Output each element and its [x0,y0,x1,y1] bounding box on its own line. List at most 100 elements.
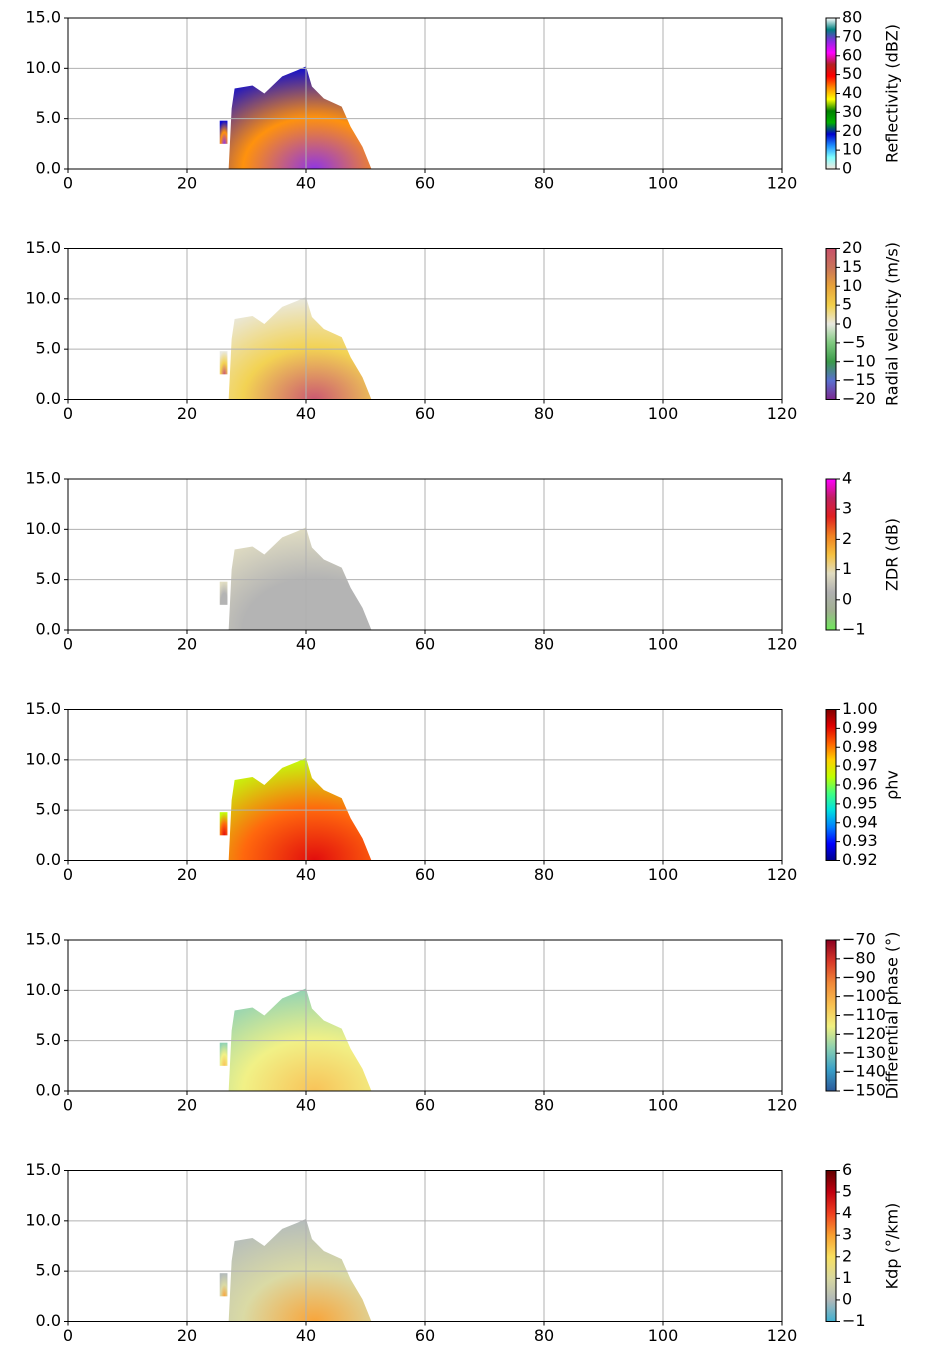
colorbar-tick-label: −90 [842,967,876,986]
colorbar-tick-label: 5 [842,1182,852,1201]
colorbar-tick-label: 0.99 [842,718,878,737]
y-tick-label: 5.0 [36,1030,61,1049]
x-tick-label: 20 [177,1326,197,1345]
colorbar-tick-label: 60 [842,45,862,64]
y-tick-label: 15.0 [25,930,61,949]
plot-frame [67,478,783,631]
plot-frame [67,1170,783,1322]
colorbar-tick-label: 6 [842,1160,852,1179]
y-tick-label: 15.0 [25,238,61,257]
radar-field [228,527,372,630]
x-tick-label: 0 [63,865,73,884]
plot-frame [67,709,783,861]
colorbar-label: Radial velocity (m/s) [883,242,902,406]
colorbar-tick-label: −100 [842,986,886,1005]
x-tick-label: 120 [767,1096,798,1115]
colorbar-tick-label: −150 [842,1081,886,1100]
colorbar [825,939,837,1092]
y-tick-label: 0.0 [36,1081,61,1100]
x-tick-label: 100 [648,174,679,193]
x-tick-label: 60 [415,865,435,884]
x-tick-label: 80 [534,1326,554,1345]
x-tick-label: 120 [767,404,798,423]
y-tick-label: 15.0 [25,8,61,27]
colorbar-tick-label: 50 [842,64,862,83]
colorbar-tick-label: 70 [842,26,862,45]
radar-field [219,581,228,605]
plot-frame [67,248,783,400]
colorbar-tick-label: 0 [842,1289,852,1308]
x-tick-label: 100 [648,1096,679,1115]
colorbar-tick-label: 0.94 [842,812,878,831]
colorbar-tick-label: −80 [842,948,876,967]
colorbar-tick-label: −20 [842,389,876,408]
colorbar-tick-label: 1 [842,1268,852,1287]
x-tick-label: 60 [415,635,435,654]
colorbar-tick-label: 1 [842,559,852,578]
y-tick-label: 0.0 [36,389,61,408]
y-tick-label: 5.0 [36,800,61,819]
colorbar-label: Reflectivity (dBZ) [883,24,902,163]
colorbar-label: ZDR (dB) [883,518,902,591]
colorbar-tick-label: 0.96 [842,775,878,794]
colorbar-tick-label: −110 [842,1005,886,1024]
x-tick-label: 60 [415,1326,435,1345]
x-tick-label: 120 [767,1326,798,1345]
x-tick-label: 0 [63,174,73,193]
radar-field [219,120,228,144]
x-tick-label: 0 [63,635,73,654]
y-tick-label: 10.0 [25,519,61,538]
colorbar-label: Differential phase (°) [883,932,902,1100]
colorbar-tick-label: −1 [842,1311,866,1330]
x-tick-label: 120 [767,635,798,654]
colorbar [825,478,837,631]
colorbar-tick-label: 0.95 [842,793,878,812]
radar-field [228,757,372,861]
radar-field [219,1273,228,1297]
x-tick-label: 0 [63,1096,73,1115]
colorbar-tick-label: 0.92 [842,850,878,869]
y-tick-label: 5.0 [36,339,61,358]
colorbar-tick-label: −140 [842,1062,886,1081]
colorbar-label: ρhv [883,770,902,800]
radar-field [228,296,372,400]
x-tick-label: 80 [534,865,554,884]
plot-frame [67,17,783,170]
colorbar-tick-label: 0 [842,159,852,178]
panel: 0 20 40 60 80 100 120 0.0 5.0 10.0 15.0 −1 0 1 2 3 4 ZDR … [25,469,901,654]
radar-field [228,988,372,1091]
colorbar-tick-label: 80 [842,8,862,27]
x-tick-label: 20 [177,1096,197,1115]
radar-field [228,66,372,169]
y-tick-label: 5.0 [36,1261,61,1280]
x-tick-label: 100 [648,1326,679,1345]
panel: 0 20 40 60 80 100 120 0.0 5.0 10.0 15.0 −150−140−13… [25,930,901,1115]
colorbar-tick-label: −130 [842,1043,886,1062]
x-tick-label: 0 [63,404,73,423]
y-tick-label: 5.0 [36,569,61,588]
x-tick-label: 40 [296,1326,316,1345]
panel: 0 20 40 60 80 100 1200.05.010.015.00.920.930.9… [25,699,901,884]
colorbar [825,709,837,861]
colorbar-tick-label: 5 [842,295,852,314]
colorbar-tick-label: −10 [842,351,876,370]
colorbar-tick-label: 10 [842,140,862,159]
colorbar [825,248,837,400]
x-tick-label: 100 [648,404,679,423]
colorbar-tick-label: 40 [842,83,862,102]
colorbar-tick-label: 0 [842,589,852,608]
x-tick-label: 120 [767,865,798,884]
colorbar-tick-label: 0.93 [842,831,878,850]
y-tick-label: 0.0 [36,1311,61,1330]
colorbar-tick-label: −15 [842,370,876,389]
colorbar-tick-label: 20 [842,121,862,140]
x-tick-label: 100 [648,865,679,884]
radar-field [219,1042,228,1066]
y-tick-label: 5.0 [36,108,61,127]
plot-frame [67,939,783,1092]
colorbar-tick-label: 4 [842,469,852,488]
y-tick-label: 10.0 [25,980,61,999]
colorbar-tick-label: 1.00 [842,699,878,718]
colorbar-tick-label: −120 [842,1024,886,1043]
x-tick-label: 20 [177,174,197,193]
